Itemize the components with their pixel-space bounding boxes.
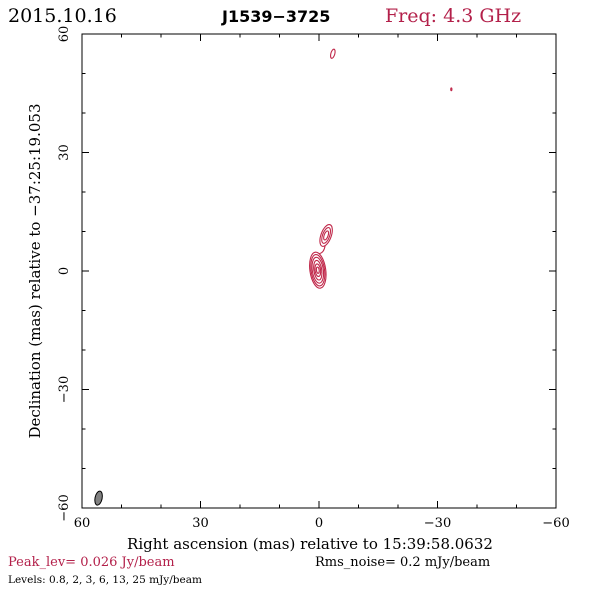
peak-level: Peak_lev= 0.026 Jy/beam bbox=[8, 555, 175, 570]
core-contour bbox=[309, 251, 327, 289]
y-tick-label: −60 bbox=[57, 494, 72, 521]
jet-knot-contour bbox=[319, 223, 333, 247]
core-contour bbox=[315, 266, 320, 274]
x-tick-label: −30 bbox=[424, 516, 451, 531]
core-contour bbox=[311, 256, 325, 284]
noise-spot-contour bbox=[450, 87, 453, 92]
core-contour bbox=[314, 263, 322, 278]
jet-knot-contour bbox=[321, 227, 332, 244]
core-contour bbox=[310, 253, 326, 287]
axis-tick-labels: 60 30 0 −30 −60 −60 −30 0 30 60 bbox=[57, 26, 570, 531]
y-tick-label: 30 bbox=[57, 144, 72, 161]
source-name: J1539−3725 bbox=[221, 7, 330, 26]
jet-knot-contour bbox=[323, 230, 330, 241]
x-tick-label: 0 bbox=[315, 516, 323, 531]
x-axis-label: Right ascension (mas) relative to 15:39:… bbox=[127, 535, 493, 553]
y-tick-label: 0 bbox=[57, 267, 72, 275]
beam-ellipse bbox=[94, 490, 103, 506]
jet-bridge-contour bbox=[319, 245, 326, 255]
rms-noise: Rms_noise= 0.2 mJy/beam bbox=[315, 555, 490, 570]
north-blob-contour bbox=[330, 48, 336, 59]
y-tick-label: 60 bbox=[57, 26, 72, 43]
y-tick-label: −30 bbox=[57, 376, 72, 403]
restoring-beam bbox=[94, 490, 103, 506]
x-tick-label: 60 bbox=[74, 516, 91, 531]
frequency-label: Freq: 4.3 GHz bbox=[385, 5, 521, 27]
x-tick-label: 30 bbox=[192, 516, 209, 531]
x-tick-label: −60 bbox=[542, 516, 569, 531]
observation-date: 2015.10.16 bbox=[8, 5, 117, 27]
contour-map bbox=[309, 48, 453, 289]
axis-ticks bbox=[81, 33, 557, 509]
y-axis-label: Declination (mas) relative to −37:25:19.… bbox=[26, 103, 44, 438]
core-contour bbox=[313, 259, 323, 281]
contour-levels: Levels: 0.8, 2, 3, 6, 13, 25 mJy/beam bbox=[8, 574, 202, 586]
